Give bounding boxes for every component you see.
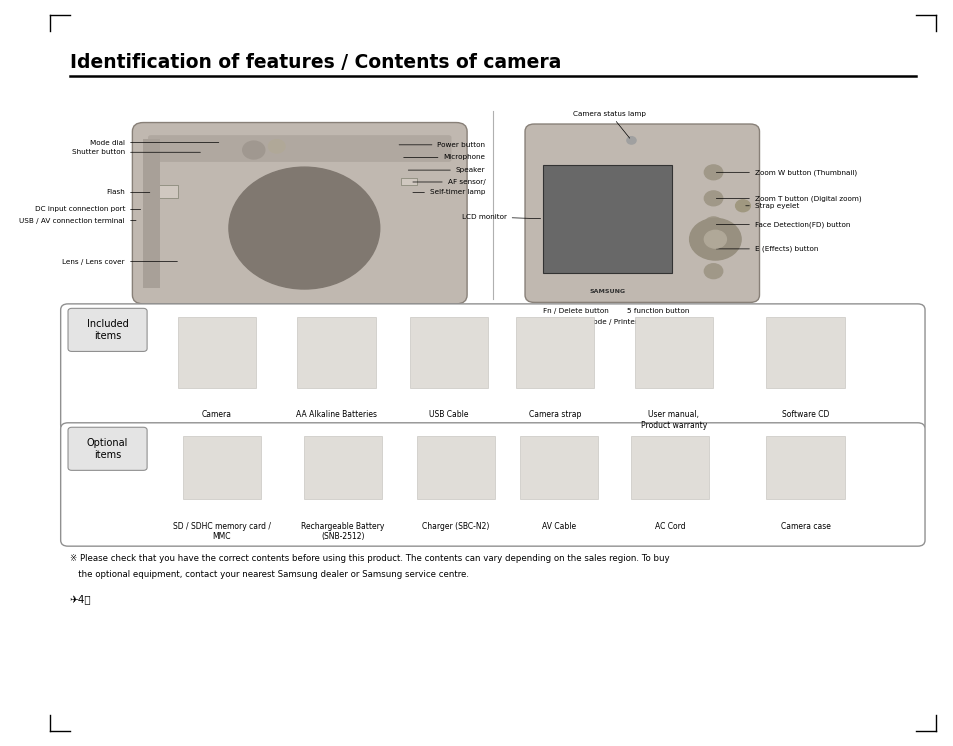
Text: ✈4〉: ✈4〉 [70,595,91,604]
Text: Zoom T button (Digital zoom): Zoom T button (Digital zoom) [716,195,861,201]
Text: AC Cord: AC Cord [655,521,685,530]
Text: SAMSUNG: SAMSUNG [589,289,625,294]
Circle shape [229,167,379,289]
Circle shape [703,191,722,206]
Text: Camera status lamp: Camera status lamp [573,110,646,138]
Bar [519,436,598,499]
Text: DC input connection port: DC input connection port [34,207,140,213]
Bar [152,185,178,198]
Text: AA Alkaline Batteries: AA Alkaline Batteries [295,410,376,419]
Text: Software CD: Software CD [781,410,828,419]
Text: Optional
items: Optional items [87,438,128,460]
Bar [297,317,375,388]
Text: E (Effects) button: E (Effects) button [716,245,818,252]
Bar [143,139,160,287]
Text: USB Cable: USB Cable [429,410,468,419]
Text: LCD monitor: LCD monitor [461,214,540,220]
Text: Camera strap: Camera strap [529,410,581,419]
Text: User manual,
Product warranty: User manual, Product warranty [640,410,706,430]
Bar [765,436,843,499]
Circle shape [253,187,355,269]
Text: Rechargeable Battery
(SNB-2512): Rechargeable Battery (SNB-2512) [301,521,384,541]
FancyBboxPatch shape [68,308,147,351]
Bar [177,317,255,388]
Text: SAMSUNG: SAMSUNG [239,200,268,204]
Text: Identification of features / Contents of camera: Identification of features / Contents of… [70,53,560,72]
Text: AV Cable: AV Cable [541,521,576,530]
Circle shape [284,212,324,245]
Circle shape [703,264,722,278]
Text: Shutter button: Shutter button [71,149,200,155]
Text: Microphone: Microphone [403,154,485,160]
Text: Zoom W button (Thumbnail): Zoom W button (Thumbnail) [716,169,856,175]
Circle shape [703,217,722,232]
Text: Fn / Delete button: Fn / Delete button [542,308,608,314]
Circle shape [703,165,722,180]
Text: ※ Please check that you have the correct contents before using this product. The: ※ Please check that you have the correct… [70,554,669,562]
Text: Face Detection(FD) button: Face Detection(FD) button [716,221,849,228]
Bar [400,178,417,185]
Text: Speaker: Speaker [408,167,485,173]
FancyBboxPatch shape [132,122,467,304]
Text: Flash: Flash [106,189,150,195]
FancyBboxPatch shape [524,124,759,302]
Circle shape [267,198,341,258]
Circle shape [703,231,725,248]
Bar [635,317,712,388]
Text: USB / AV connection terminal: USB / AV connection terminal [19,218,136,224]
Bar [409,317,487,388]
Circle shape [242,141,265,159]
Text: 5 function button: 5 function button [626,308,689,314]
Bar [631,436,709,499]
Bar [765,317,843,388]
Bar [516,317,594,388]
Text: Play mode / Printer button: Play mode / Printer button [569,319,664,325]
Text: Charger (SBC-N2): Charger (SBC-N2) [422,521,489,530]
FancyBboxPatch shape [68,427,147,471]
Circle shape [268,140,285,153]
Circle shape [735,200,749,212]
Bar [304,436,381,499]
Bar [416,436,495,499]
Text: Included
items: Included items [87,319,129,341]
FancyBboxPatch shape [61,423,924,546]
Text: the optional equipment, contact your nearest Samsung dealer or Samsung service c: the optional equipment, contact your nea… [70,570,468,579]
Circle shape [241,178,367,278]
Text: Self-timer lamp: Self-timer lamp [413,189,485,195]
Text: Lens / Lens cover: Lens / Lens cover [62,259,177,265]
Text: SD / SDHC memory card /
MMC: SD / SDHC memory card / MMC [172,521,271,541]
FancyBboxPatch shape [61,304,924,431]
FancyBboxPatch shape [148,135,451,162]
Bar [543,165,672,273]
Text: AF sensor/: AF sensor/ [413,179,485,185]
Text: Strap eyelet: Strap eyelet [745,203,799,209]
Text: Camera: Camera [202,410,232,419]
Circle shape [626,137,636,144]
Text: Power button: Power button [398,142,485,148]
Text: Mode dial: Mode dial [90,140,218,145]
Circle shape [703,242,722,257]
Text: Camera case: Camera case [780,521,829,530]
Circle shape [689,219,740,260]
Bar [182,436,260,499]
